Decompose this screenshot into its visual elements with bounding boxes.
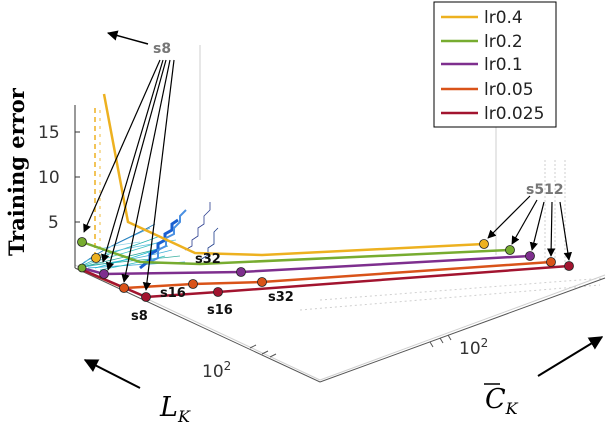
point-lr0.1 [99,269,109,279]
series-markers [77,237,574,302]
x-right-axis-label: CK [485,384,519,418]
point-lr0.2 [505,245,515,255]
left-axis-arrow [83,359,141,389]
point-lr0.1 [236,267,246,277]
point-lr0.05 [546,257,556,267]
annotation-s32: s32 [195,252,221,267]
s512-arrows [487,195,572,261]
point-lr0.4 [91,253,101,263]
annotation-s16: s16 [160,286,186,301]
y-tick-label: 5 [48,213,59,233]
legend-label: lr0.1 [484,55,523,75]
y-axis-label: Training error [4,87,29,256]
annotation-s16: s16 [207,303,233,318]
series-line-lr0.2 [81,240,511,266]
x-right-tick-label: 102 [459,336,488,359]
legend-label: lr0.025 [484,104,544,124]
legend-label: lr0.4 [484,8,523,28]
right-axis-arrow [537,336,604,377]
series-line-lr0.025 [77,264,570,299]
legend: lr0.4 lr0.2 lr0.1 lr0.05 lr0.025 [433,1,557,128]
y-axis: 15 10 5 [38,105,80,268]
legend-label: lr0.05 [484,80,534,100]
series-line-lr0.1 [81,254,531,276]
point-lr0.1 [525,251,535,261]
y-tick-label: 15 [38,123,60,143]
point-lr0.05 [257,277,267,287]
annotation-s8: s8 [131,309,148,324]
annotation-s512: s512 [526,182,564,198]
x-left-axis-label: LK [159,392,191,426]
point-lr0.05 [119,283,129,293]
point-lr0.025 [213,287,223,297]
top-axis-arrow [106,30,149,45]
point-lr0.025 [564,261,574,271]
point-lr0.05 [188,279,198,289]
series-line-lr0.4 [102,93,485,257]
legend-label: lr0.2 [484,32,523,52]
point-lr0.2 [77,237,87,247]
annotation-s32: s32 [268,290,294,305]
y-tick-label: 10 [38,168,60,188]
point-lr0.025 [141,292,151,302]
annotation-s8: s8 [153,41,171,57]
s8-arrows [83,59,175,291]
x-axis-left [74,267,321,383]
point-lr0.2 [77,263,87,273]
point-lr0.4 [479,239,489,249]
x-left-tick-label: 102 [202,359,231,382]
x-axis-right [319,277,606,383]
